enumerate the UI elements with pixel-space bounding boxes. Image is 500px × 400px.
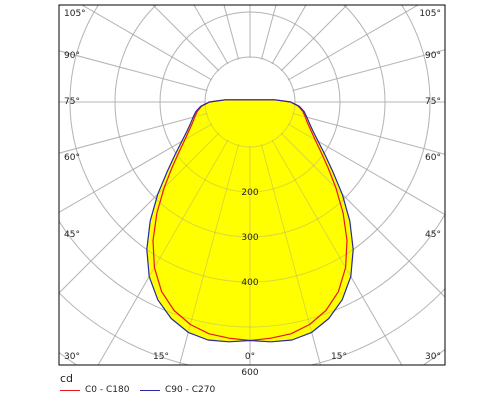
grid-spoke — [249, 5, 348, 103]
grid-circle-overlay — [114, 5, 386, 238]
grid-spoke — [249, 5, 307, 103]
angle-ticks: 105° 90° 75° 60° 45° 30° 105° 90° 75° 60° 45° 30° 15… — [64, 9, 441, 362]
grid-spoke-overlay — [287, 123, 445, 216]
grid-circle-overlay — [69, 5, 431, 283]
angle-tick-right: 75° — [425, 97, 441, 107]
grid-spoke-overlay — [287, 5, 420, 81]
angle-tick-left: 45° — [64, 230, 80, 240]
legend-label-c0-c180: C0 - C180 — [85, 385, 130, 395]
radial-label: 300 — [241, 233, 258, 243]
grid-spoke-overlay — [59, 50, 208, 92]
angle-tick-right: 60° — [425, 153, 441, 163]
legend-swatch-c0-c180 — [60, 389, 80, 391]
plot-frame — [58, 4, 446, 366]
angle-tick-bottom: 15° — [153, 352, 169, 362]
grid-circle-overlay — [204, 56, 296, 148]
series-fill-1 — [146, 99, 354, 342]
grid-spoke-overlay — [97, 139, 229, 365]
grid-spoke — [249, 5, 277, 103]
grid-spoke — [152, 5, 251, 103]
grid-circle-overlay — [59, 213, 445, 328]
radial-label: 600 — [241, 368, 258, 378]
grid-spoke — [249, 5, 420, 103]
angle-tick-left: 75° — [64, 97, 80, 107]
grid-spoke-overlay — [152, 5, 220, 72]
legend-entry-c0-c180: C0 - C180 — [60, 385, 129, 395]
angle-tick-right: 105° — [419, 9, 441, 19]
legend-entry-c90-c270: C90 - C270 — [140, 385, 215, 395]
legend-label-c90-c270: C90 - C270 — [165, 385, 216, 395]
grid-spoke-overlay — [260, 144, 321, 365]
angle-tick-bottom: 15° — [331, 352, 347, 362]
radial-labels: 200 300 400 600 — [241, 188, 258, 378]
grid-spoke-overlay — [280, 5, 348, 72]
grid-spoke-overlay — [193, 5, 229, 65]
grid-spoke — [80, 5, 251, 103]
angle-tick-left: 105° — [64, 9, 86, 19]
grid-spoke-overlay — [260, 5, 277, 60]
grid-spoke-overlay — [179, 144, 240, 365]
grid-spoke — [59, 50, 251, 103]
angle-tick-left: 30° — [64, 352, 80, 362]
grid-spoke — [193, 5, 251, 103]
grid-spoke-overlay — [271, 139, 403, 365]
grid-spoke-overlay — [59, 112, 208, 154]
grid-circle-overlay — [159, 11, 341, 193]
grid-spoke — [249, 49, 445, 103]
grid-spoke-overlay — [59, 123, 213, 213]
angle-tick-right: 45° — [425, 230, 441, 240]
legend-swatch-c90-c270 — [140, 389, 160, 391]
angle-tick-left: 60° — [64, 153, 80, 163]
grid-spoke-overlay — [271, 5, 307, 65]
angle-tick-right: 90° — [425, 51, 441, 61]
angle-tick-left: 90° — [64, 51, 80, 61]
radial-label: 400 — [241, 278, 258, 288]
angle-tick-right: 30° — [425, 352, 441, 362]
grid-spoke-overlay — [292, 112, 445, 155]
radial-label: 200 — [241, 188, 258, 198]
grid-spoke-overlay — [223, 5, 240, 60]
grid-spoke-overlay — [292, 49, 445, 92]
unit-label: cd — [60, 372, 74, 385]
angle-tick-bottom: 0° — [245, 352, 255, 362]
grid-spoke — [223, 5, 251, 103]
grid-spoke-overlay — [280, 132, 445, 298]
grid-spoke-overlay — [80, 5, 213, 81]
series-line-1 — [146, 99, 354, 343]
